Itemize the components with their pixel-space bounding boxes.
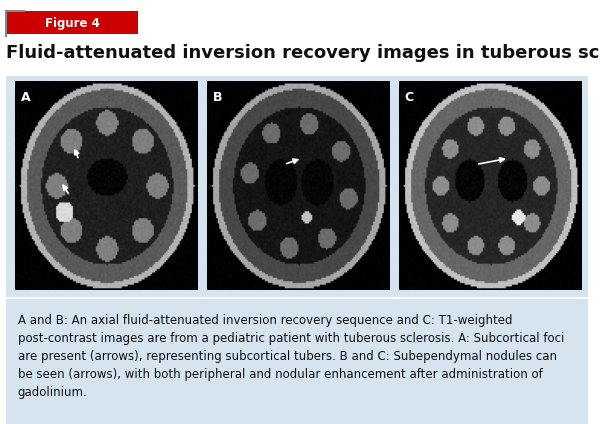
Text: A and B: An axial fluid-attenuated inversion recovery sequence and C: T1-weighte: A and B: An axial fluid-attenuated inver…: [17, 314, 564, 399]
Text: B: B: [212, 91, 222, 104]
Text: A: A: [20, 91, 30, 104]
Text: Fluid-attenuated inversion recovery images in tuberous sclerosis: Fluid-attenuated inversion recovery imag…: [6, 44, 600, 62]
Text: C: C: [404, 91, 413, 104]
Text: Figure 4: Figure 4: [44, 17, 100, 30]
